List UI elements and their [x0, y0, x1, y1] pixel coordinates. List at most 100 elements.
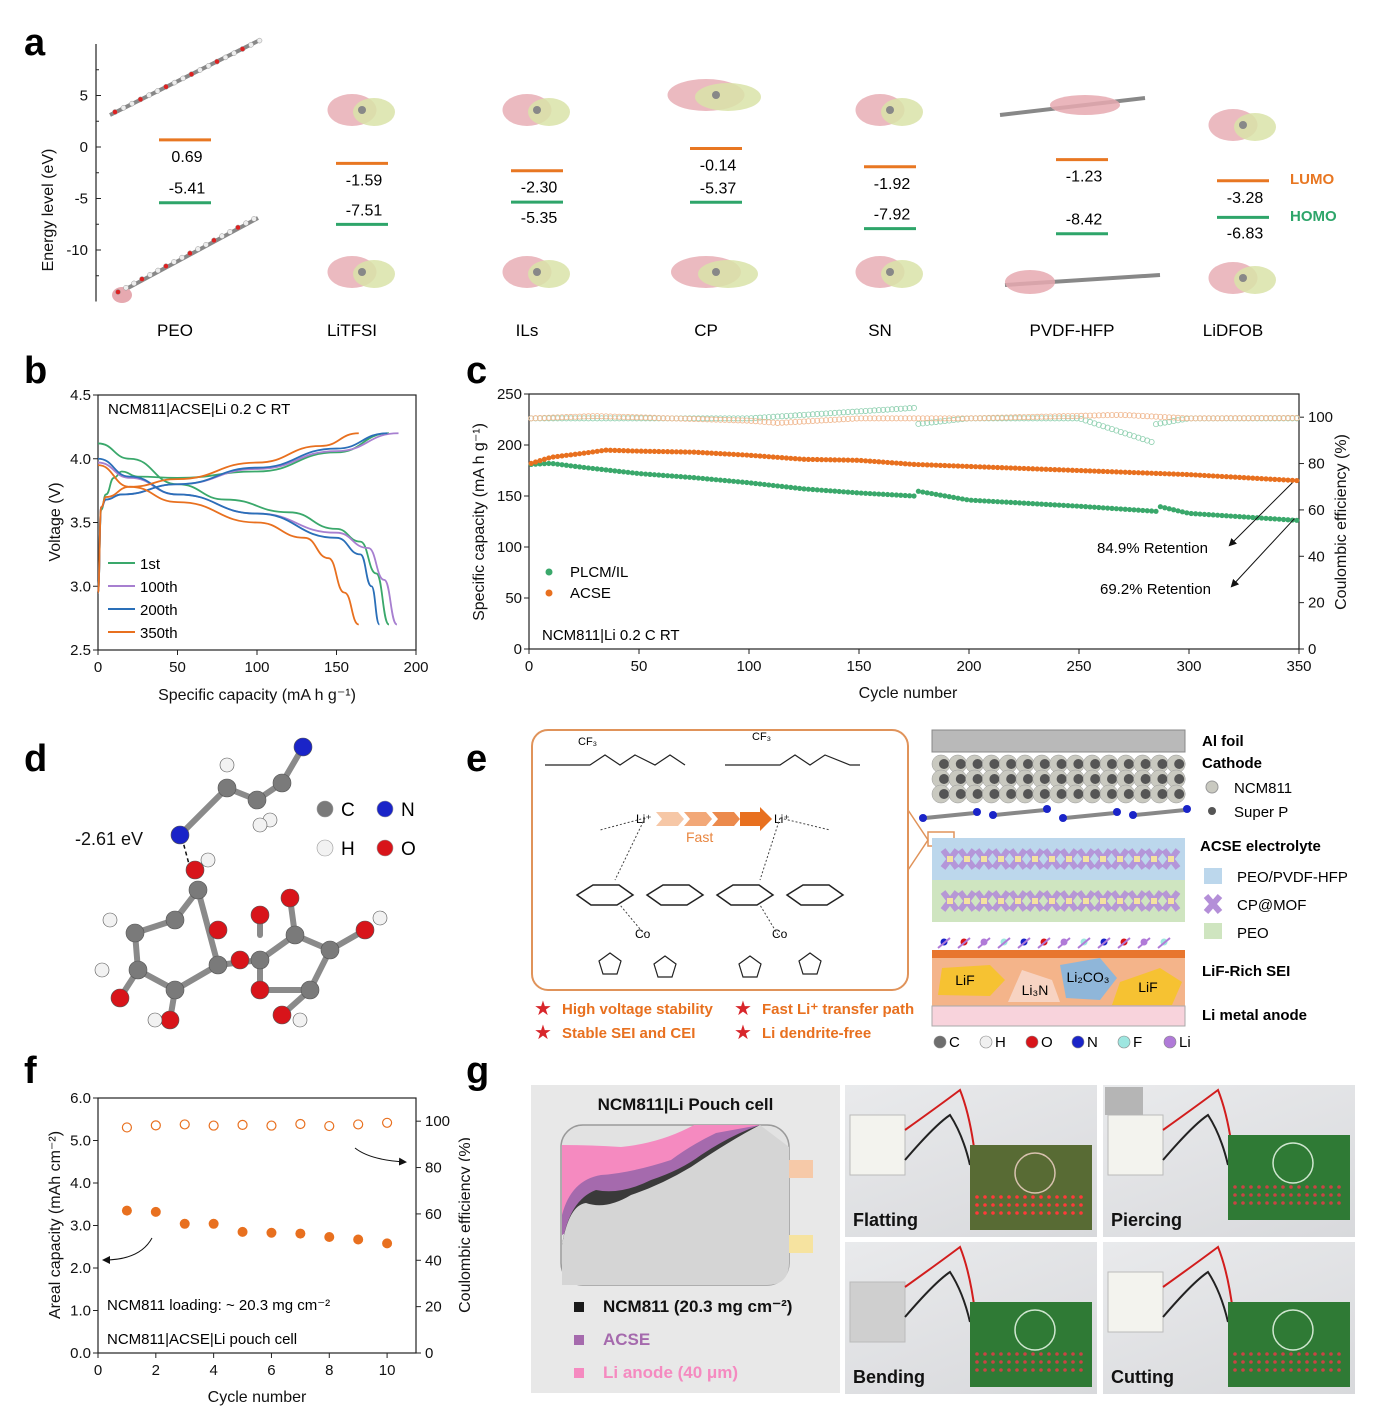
- lumo-value: -0.14: [700, 157, 737, 174]
- panel-a-ytick-label: -5: [75, 191, 88, 208]
- data-point: [924, 415, 931, 422]
- data-point: [867, 490, 873, 497]
- data-point: [744, 452, 750, 458]
- data-point: [568, 463, 574, 469]
- data-point: [1259, 476, 1265, 482]
- data-point: [642, 414, 649, 421]
- data-point: [840, 409, 847, 416]
- data-point: [590, 449, 596, 455]
- data-point: [884, 415, 891, 422]
- data-point: [555, 453, 561, 460]
- data-point: [822, 410, 829, 417]
- data-point: [1294, 477, 1300, 484]
- data-point: [528, 460, 534, 466]
- data-point: [1285, 517, 1291, 523]
- data-point: [981, 464, 988, 470]
- data-point: [1025, 500, 1031, 506]
- data-point: [876, 459, 882, 465]
- data-point: [1210, 473, 1216, 479]
- chart-c-xlabel: Cycle number: [859, 685, 958, 702]
- data-point: [1122, 430, 1129, 437]
- atom: [155, 267, 161, 274]
- data-point: [819, 487, 825, 493]
- data-point: [695, 416, 702, 423]
- data-point: [179, 1119, 190, 1130]
- data-point: [581, 413, 588, 420]
- led: [983, 1368, 987, 1372]
- super-p-particle: [955, 759, 966, 769]
- led: [1233, 1360, 1237, 1364]
- chart-c-y2tick-label: 100: [1308, 409, 1333, 426]
- data-point: [1258, 415, 1265, 422]
- data-point: [1109, 505, 1115, 511]
- atom: [146, 92, 152, 98]
- data-point: [1118, 469, 1124, 475]
- data-point: [932, 415, 939, 422]
- sn-molecule-bond: [924, 811, 976, 820]
- atom: [227, 229, 233, 235]
- data-point: [841, 489, 847, 495]
- sn-molecule-bond: [1064, 811, 1116, 820]
- led: [1079, 1368, 1083, 1372]
- data-point: [752, 414, 759, 421]
- chart-b-voltage-profiles: 0 50 100 150 200 2.5 3.0 3.5 4.0 4.5 NCM811|ACSE|L…: [47, 387, 429, 704]
- data-point: [541, 414, 548, 421]
- led: [1023, 1203, 1027, 1207]
- data-point: [1078, 412, 1085, 419]
- data-point: [910, 415, 917, 422]
- led: [975, 1195, 979, 1199]
- data-point: [353, 1234, 364, 1245]
- atom: [285, 925, 305, 945]
- peo-chain-homo: [114, 216, 259, 297]
- cp-mof-core: [998, 856, 1004, 862]
- data-point: [664, 415, 671, 422]
- data-point: [1021, 465, 1027, 472]
- n-atom: [1129, 811, 1137, 819]
- led: [1321, 1368, 1325, 1372]
- data-point: [121, 1205, 132, 1216]
- orbital-lobe: [695, 83, 761, 111]
- data-point: [1241, 475, 1247, 481]
- data-point: [1087, 468, 1093, 474]
- led: [1297, 1360, 1301, 1364]
- board-logo: [1272, 1309, 1314, 1351]
- data-point: [669, 449, 675, 455]
- super-p-particle: [1174, 789, 1185, 799]
- atom: [320, 940, 340, 960]
- sei-component-label: LiF: [1138, 979, 1157, 995]
- data-point: [827, 457, 833, 463]
- super-p-particle: [1073, 759, 1084, 769]
- data-point: [1161, 414, 1168, 421]
- data-point: [1074, 467, 1080, 474]
- panel-label-d: d: [24, 738, 48, 780]
- atom: [886, 106, 894, 114]
- led: [1023, 1195, 1027, 1199]
- li-anode-layer: [931, 1005, 1186, 1027]
- homo-value: -5.37: [700, 180, 737, 197]
- data-point: [946, 494, 952, 500]
- data-point: [752, 418, 759, 425]
- data-point: [646, 414, 653, 421]
- chart-c-y2tick-label: 60: [1308, 502, 1325, 519]
- data-point: [800, 411, 807, 418]
- data-point: [1083, 468, 1089, 474]
- atom: [120, 105, 127, 111]
- super-p-particle: [1056, 759, 1067, 769]
- data-point: [1166, 471, 1172, 477]
- data-point: [1259, 515, 1265, 521]
- atom: [886, 268, 894, 276]
- atom: [171, 79, 178, 86]
- data-point: [985, 414, 992, 421]
- chart-f-y2tick-label: 40: [425, 1252, 442, 1269]
- al-foil-layer: [931, 729, 1186, 753]
- feature-text: Li dendrite-free: [762, 1025, 871, 1042]
- led: [1313, 1352, 1317, 1356]
- imidazole-ring: [598, 952, 622, 975]
- right-axis-arrow: [354, 1147, 407, 1166]
- cp-mof-core: [1066, 898, 1072, 904]
- data-point: [722, 477, 728, 484]
- data-point: [266, 1120, 277, 1131]
- atom: [125, 923, 145, 943]
- data-point: [766, 482, 772, 488]
- data-point: [1065, 413, 1072, 420]
